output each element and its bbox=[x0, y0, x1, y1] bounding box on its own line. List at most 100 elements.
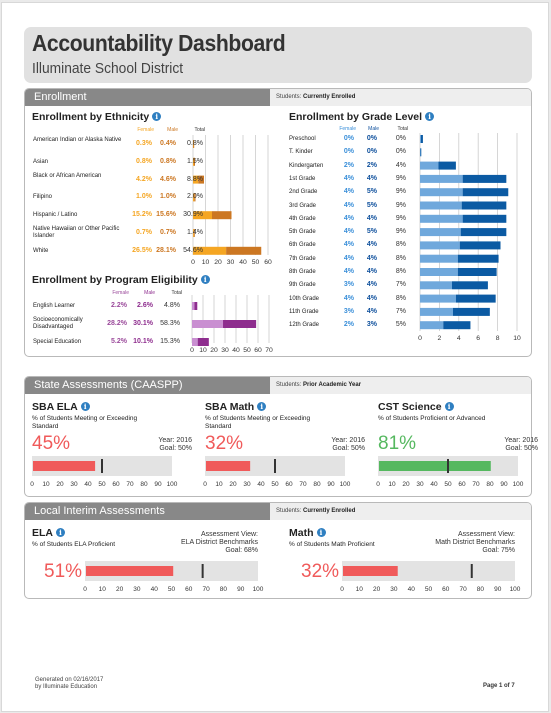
value-total: 4% bbox=[395, 161, 406, 169]
axis-tick-label: 50 bbox=[243, 347, 251, 354]
axis-tick-label: 50 bbox=[271, 481, 279, 488]
value-total: 0% bbox=[395, 148, 406, 156]
axis-tick-label: 100 bbox=[167, 481, 178, 488]
card-subtitle: % of Students Proficient or Advanced bbox=[378, 415, 486, 422]
interim-assessments-section: Local Interim Assessments Students: Curr… bbox=[24, 502, 532, 599]
axis-tick-label: 30 bbox=[390, 586, 398, 593]
value-total: 2.0% bbox=[187, 193, 203, 201]
info-icon[interactable]: i bbox=[425, 112, 435, 121]
axis-tick-label: 0 bbox=[340, 586, 344, 593]
axis-tick-label: 30 bbox=[416, 481, 424, 488]
axis-tick-label: 0 bbox=[418, 335, 422, 342]
card-goal: Goal: 75% bbox=[482, 547, 515, 554]
value-total: 9% bbox=[395, 214, 406, 222]
axis-tick-label: 0 bbox=[83, 586, 87, 593]
column-header-total: Total bbox=[194, 127, 205, 133]
row-label: 9th Grade bbox=[289, 282, 316, 289]
axis-tick-label: 10 bbox=[99, 586, 107, 593]
bar-male bbox=[461, 201, 507, 210]
axis-tick-label: 90 bbox=[494, 586, 502, 593]
value-male: 5% bbox=[366, 228, 377, 236]
value-female: 0.7% bbox=[136, 229, 152, 236]
value-total: 1.5% bbox=[187, 157, 203, 165]
axis-tick-label: 40 bbox=[232, 347, 240, 354]
bar-female bbox=[420, 148, 421, 157]
card-year: Year: 2016 bbox=[158, 437, 192, 444]
info-icon[interactable]: i bbox=[56, 528, 65, 537]
program-title: Enrollment by Program Eligibility i bbox=[32, 274, 210, 286]
axis-tick-label: 0 bbox=[191, 259, 195, 266]
gauge-value-bar bbox=[379, 461, 491, 471]
value-male: 0% bbox=[366, 135, 377, 142]
axis-tick-label: 20 bbox=[214, 259, 222, 266]
row-label: Kindergarten bbox=[289, 162, 324, 169]
gauge-chart: 0 10 20 30 40 50 60 70 80 90 100 bbox=[83, 561, 264, 593]
axis-tick-label: 40 bbox=[84, 481, 92, 488]
card-value: 51% bbox=[44, 561, 83, 582]
row-label: American Indian or Alaska Native bbox=[33, 137, 122, 143]
row-label: Native Hawaiian or Other Pacific Islande… bbox=[33, 226, 120, 239]
bar-male bbox=[226, 246, 262, 255]
value-total: 30.9% bbox=[183, 211, 203, 219]
value-male: 15.6% bbox=[156, 211, 176, 219]
bar-male bbox=[197, 338, 209, 346]
axis-tick-label: 60 bbox=[185, 586, 193, 593]
value-female: 4% bbox=[343, 254, 354, 262]
axis-tick-label: 100 bbox=[253, 586, 264, 593]
info-icon[interactable]: i bbox=[80, 402, 90, 411]
value-male: 3% bbox=[366, 321, 377, 329]
card-subtitle: % of Students Math Proficient bbox=[289, 541, 375, 548]
value-female: 4% bbox=[343, 188, 354, 196]
value-total: 8% bbox=[395, 254, 406, 262]
row-label: Special Education bbox=[33, 339, 82, 345]
card-goal: Goal: 68% bbox=[225, 547, 258, 554]
axis-tick-label: 70 bbox=[202, 586, 210, 593]
info-icon[interactable]: i bbox=[152, 112, 162, 121]
bar-female bbox=[420, 135, 421, 143]
axis-tick-label: 20 bbox=[56, 481, 64, 488]
value-female: 0% bbox=[343, 135, 354, 142]
info-icon[interactable]: i bbox=[316, 528, 326, 537]
value-total: 15.3% bbox=[160, 338, 180, 345]
value-male: 5% bbox=[366, 201, 377, 209]
gauge-chart: 0 10 20 30 40 50 60 70 80 90 100 bbox=[340, 561, 521, 593]
bar-female bbox=[420, 268, 458, 276]
value-male: 2.6% bbox=[137, 302, 153, 309]
bar-male bbox=[194, 193, 196, 202]
gauge-chart: 0 10 20 30 40 50 60 70 80 90 100 bbox=[30, 456, 178, 488]
value-female: 4% bbox=[343, 174, 354, 182]
axis-tick-label: 40 bbox=[239, 259, 247, 266]
axis-tick-label: 30 bbox=[221, 347, 229, 354]
grade-title: Enrollment by Grade Level i bbox=[289, 111, 435, 123]
bar-female bbox=[193, 193, 195, 202]
info-icon[interactable]: i bbox=[257, 402, 267, 411]
axis-tick-label: 10 bbox=[215, 481, 223, 488]
value-total: 9% bbox=[395, 188, 406, 196]
generated-date: Generated on 02/16/2017 bbox=[35, 677, 104, 683]
page-number: Page 1 of 7 bbox=[483, 683, 515, 689]
axis-tick-label: 10 bbox=[513, 335, 521, 342]
bar-female bbox=[193, 211, 212, 220]
column-header-female: Female bbox=[112, 290, 129, 296]
info-icon[interactable]: i bbox=[444, 402, 454, 411]
generated-by: by Illuminate Education bbox=[35, 684, 98, 690]
value-total: 8.8% bbox=[187, 175, 203, 183]
value-female: 2.2% bbox=[111, 302, 127, 309]
page-title: Accountability Dashboard bbox=[32, 30, 286, 56]
axis-tick-label: 20 bbox=[402, 481, 410, 488]
value-male: 0.4% bbox=[160, 140, 176, 147]
value-male: 4% bbox=[366, 307, 377, 315]
column-header-total: Total bbox=[397, 126, 408, 132]
value-total: 54.6% bbox=[183, 246, 203, 254]
axis-tick-label: 60 bbox=[264, 259, 272, 266]
bar-female bbox=[420, 241, 460, 250]
value-male: 4% bbox=[366, 268, 377, 275]
gauge-value-bar bbox=[343, 566, 398, 576]
row-label: White bbox=[33, 247, 49, 254]
value-total: 58.3% bbox=[160, 320, 180, 327]
info-icon[interactable]: i bbox=[200, 275, 210, 284]
bar-male bbox=[420, 135, 423, 143]
gauge-value-bar bbox=[206, 461, 251, 471]
axis-tick-label: 4 bbox=[457, 335, 461, 342]
